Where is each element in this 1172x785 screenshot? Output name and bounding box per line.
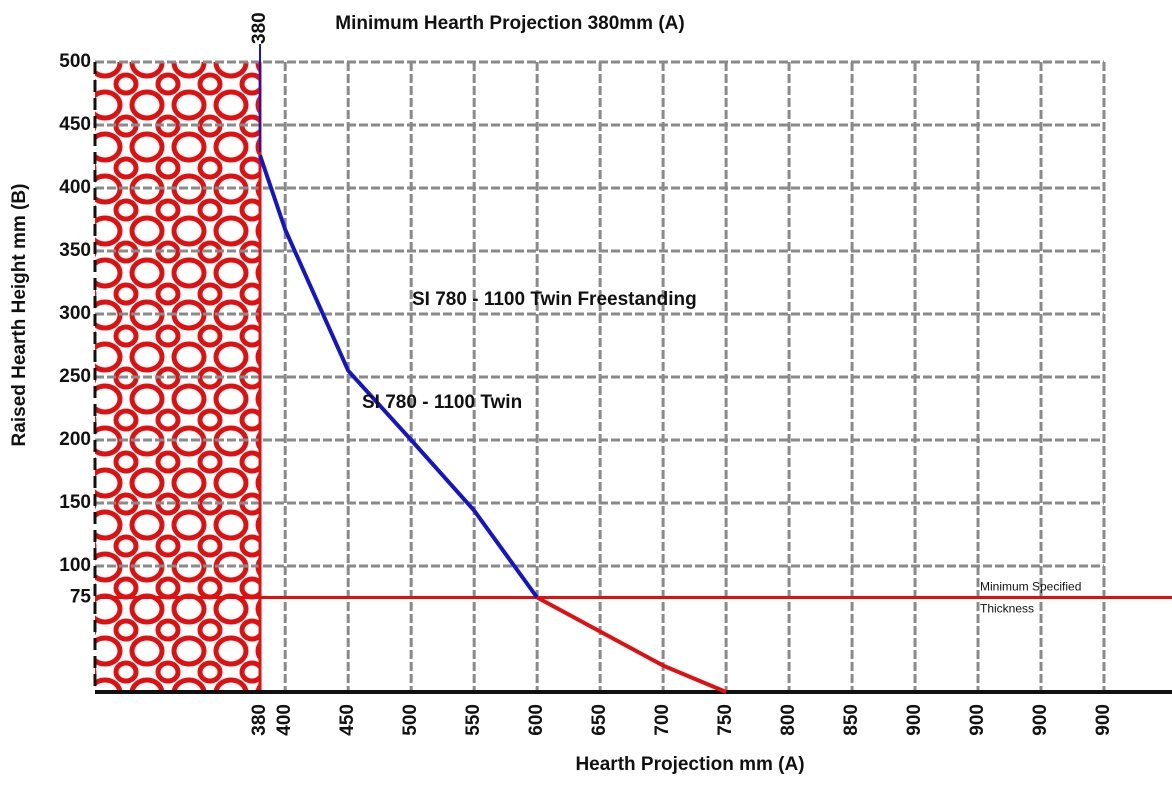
y-tick-label: 75 [70, 587, 92, 608]
x-tick-label: 900 [1030, 704, 1051, 736]
x-tick-label: 600 [526, 704, 547, 736]
threshold-label: Minimum Specified [980, 580, 1081, 594]
y-tick-label: 200 [59, 429, 91, 450]
x-tick-label: 900 [904, 704, 925, 736]
x-tick-label: 450 [337, 704, 358, 736]
series-label: SI 780 - 1100 Twin [362, 392, 522, 413]
annotation: SI 780 - 1100 Twin Freestanding [412, 289, 697, 310]
x-tick-label: 900 [967, 704, 988, 736]
chart-title: Minimum Hearth Projection 380mm (A) [335, 13, 684, 34]
x-tick-label: 400 [274, 704, 295, 736]
curve [536, 595, 727, 694]
y-tick-label: 250 [59, 366, 91, 387]
x-tick-label: 900 [1093, 704, 1114, 736]
y-tick-label: 150 [59, 492, 91, 513]
x-tick-label: 550 [463, 704, 484, 736]
y-tick-label: 300 [59, 303, 91, 324]
x-tick-label: 800 [778, 704, 799, 736]
y-tick-label: 400 [59, 177, 91, 198]
x-tick-label: 750 [715, 704, 736, 736]
x-tick-label: 850 [841, 704, 862, 736]
x-axis-label: Hearth Projection mm (A) [575, 754, 804, 775]
top-tick-label: 380 [249, 12, 270, 44]
y-tick-label: 450 [59, 114, 91, 135]
y-tick-label: 350 [59, 240, 91, 261]
x-tick-label: 650 [589, 704, 610, 736]
x-tick-label: 380 [249, 704, 270, 736]
y-tick-label: 500 [59, 51, 91, 72]
x-tick-label: 500 [400, 704, 421, 736]
threshold-label: Thickness [980, 602, 1034, 616]
y-tick-label: 100 [59, 555, 91, 576]
y-axis-label: Raised Hearth Height mm (B) [9, 184, 30, 447]
x-tick-label: 700 [652, 704, 673, 736]
curve [258, 154, 539, 599]
